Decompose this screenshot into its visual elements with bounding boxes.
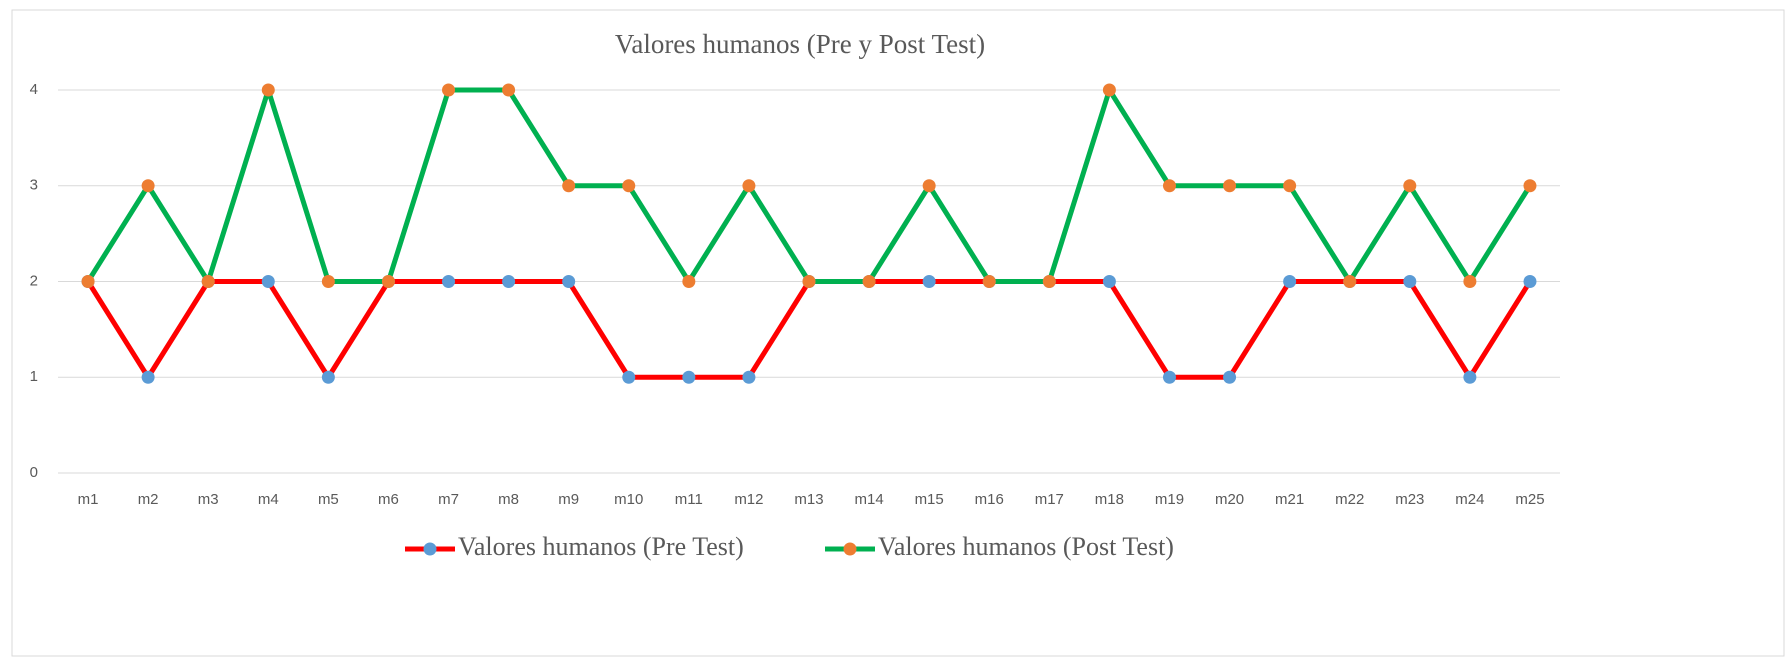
x-tick-label: m15 <box>915 491 944 508</box>
point <box>922 179 936 193</box>
x-tick-label: m12 <box>734 491 763 508</box>
x-tick-label: m24 <box>1455 491 1484 508</box>
point <box>261 275 275 288</box>
point <box>562 179 576 193</box>
x-tick-label: m19 <box>1155 491 1184 508</box>
point <box>682 370 696 384</box>
point <box>1403 275 1417 288</box>
point <box>982 275 996 288</box>
point <box>261 83 275 97</box>
point <box>1283 179 1297 193</box>
point <box>321 275 335 288</box>
x-tick-label: m17 <box>1035 491 1064 508</box>
x-tick-label: m7 <box>438 491 459 508</box>
point <box>1523 179 1537 193</box>
chart-title: Valores humanos (Pre y Post Test) <box>615 29 985 59</box>
point <box>1463 275 1477 288</box>
point <box>742 370 756 384</box>
y-tick-label: 3 <box>30 177 38 194</box>
point <box>742 179 756 193</box>
point <box>442 275 456 288</box>
y-tick-label: 0 <box>30 464 38 481</box>
y-tick-label: 1 <box>30 368 38 385</box>
point <box>81 275 95 288</box>
point <box>1403 179 1417 193</box>
point <box>1042 275 1056 288</box>
point <box>1223 370 1237 384</box>
point <box>682 275 696 288</box>
point <box>802 275 816 288</box>
point <box>502 83 516 97</box>
x-tick-label: m21 <box>1275 491 1304 508</box>
point <box>381 275 395 288</box>
point <box>1102 83 1116 97</box>
x-tick-label: m22 <box>1335 491 1364 508</box>
point <box>1162 179 1176 193</box>
point <box>1523 275 1537 288</box>
x-tick-label: m18 <box>1095 491 1124 508</box>
point <box>1343 275 1357 288</box>
point <box>562 275 576 288</box>
point <box>1102 275 1116 288</box>
x-tick-label: m16 <box>975 491 1004 508</box>
point <box>862 275 876 288</box>
chart-frame <box>11 9 1785 657</box>
x-tick-label: m8 <box>498 491 519 508</box>
x-tick-label: m20 <box>1215 491 1244 508</box>
y-tick-label: 4 <box>30 81 38 98</box>
legend-marker <box>843 542 857 556</box>
legend-marker <box>423 542 437 556</box>
point <box>1463 370 1477 384</box>
point <box>922 275 936 288</box>
point <box>622 179 636 193</box>
point <box>1283 275 1297 288</box>
point <box>1223 179 1237 193</box>
x-tick-label: m5 <box>318 491 339 508</box>
point <box>201 275 215 288</box>
point <box>141 179 155 193</box>
point <box>321 370 335 384</box>
x-tick-label: m3 <box>198 491 219 508</box>
x-tick-label: m9 <box>558 491 579 508</box>
x-tick-label: m25 <box>1515 491 1544 508</box>
x-tick-label: m23 <box>1395 491 1424 508</box>
x-tick-label: m6 <box>378 491 399 508</box>
y-tick-label: 2 <box>30 272 38 289</box>
x-tick-label: m1 <box>78 491 99 508</box>
x-tick-label: m10 <box>614 491 643 508</box>
legend-label: Valores humanos (Post Test) <box>878 532 1174 561</box>
point <box>502 275 516 288</box>
point <box>442 83 456 97</box>
x-tick-label: m14 <box>854 491 883 508</box>
x-tick-label: m13 <box>794 491 823 508</box>
point <box>1162 370 1176 384</box>
x-tick-label: m11 <box>675 491 703 508</box>
x-tick-label: m2 <box>138 491 159 508</box>
legend-label: Valores humanos (Pre Test) <box>458 532 744 561</box>
x-tick-label: m4 <box>258 491 279 508</box>
point <box>622 370 636 384</box>
point <box>141 370 155 384</box>
